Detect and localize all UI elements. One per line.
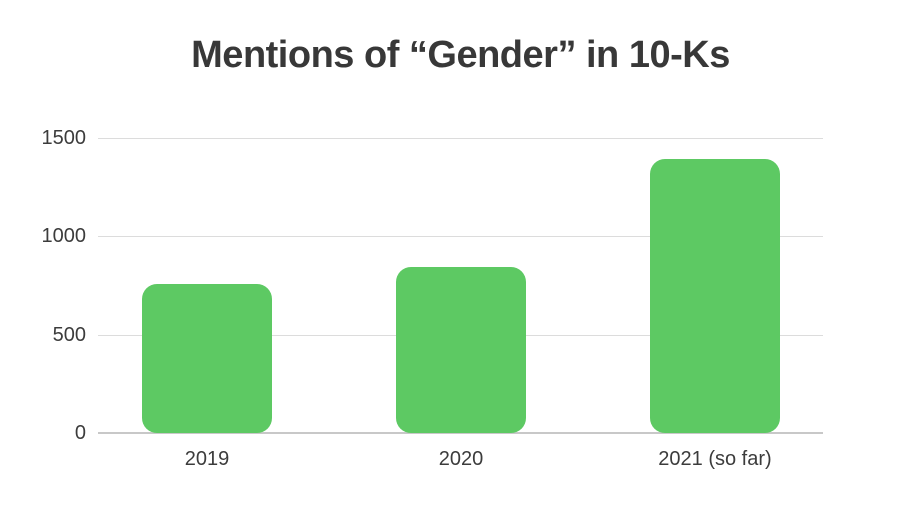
y-axis-tick-label: 500 [52,323,86,346]
gridline [98,138,823,139]
chart-title: Mentions of “Gender” in 10-Ks [191,34,730,76]
y-axis-tick-label: 0 [74,422,86,444]
bar-2019 [142,283,272,433]
x-axis-baseline [98,432,823,434]
gridline [98,236,823,238]
bar-2021-so-far- [650,158,780,433]
x-axis-category-label: 2021 (so far) [658,448,772,470]
x-axis-category-label: 2019 [184,448,230,470]
x-axis-category-label: 2020 [438,448,484,470]
bar-2020 [396,266,526,433]
y-axis-tick-label: 1000 [41,225,87,248]
y-axis-tick-label: 1500 [41,127,87,149]
